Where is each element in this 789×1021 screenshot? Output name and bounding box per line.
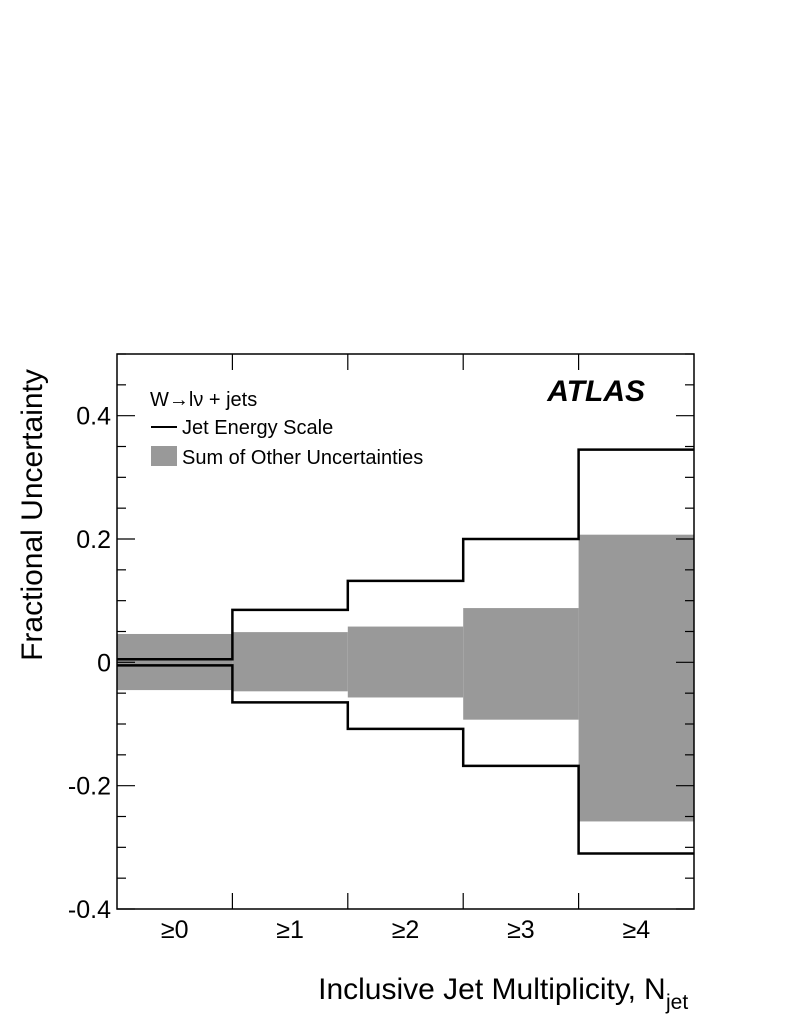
- plot-frame: [116, 353, 695, 910]
- x-tick-label: ≥0: [161, 916, 189, 944]
- other-uncertainty-band-2: [347, 626, 464, 698]
- x-tick-labels: ≥0 ≥1 ≥2 ≥3 ≥4: [161, 916, 650, 944]
- legend-other-label: Sum of Other Uncertainties: [182, 447, 423, 469]
- y-tick-label: 0: [97, 649, 111, 677]
- y-tick-label: -0.4: [68, 896, 111, 924]
- y-tick-label: -0.2: [68, 773, 111, 801]
- other-uncertainty-band-4: [578, 534, 694, 822]
- x-tick-label: ≥4: [622, 916, 650, 944]
- jes-upper-line: [117, 448, 694, 661]
- legend: W→lν + jets Jet Energy Scale Sum of Othe…: [150, 389, 423, 469]
- x-axis-title-symbol: N: [644, 973, 666, 1006]
- x-axis-title-subscript: jet: [665, 991, 688, 1014]
- x-axis-title: Inclusive Jet Multiplicity,: [318, 973, 636, 1006]
- y-tick-labels: -0.4 -0.2 0 0.2 0.4: [68, 403, 111, 924]
- other-uncertainty-band-0: [117, 633, 233, 691]
- legend-jes-label: Jet Energy Scale: [182, 417, 333, 439]
- jes-lines: [117, 448, 694, 855]
- legend-process-label: W→lν + jets: [150, 389, 257, 411]
- legend-other-swatch: [151, 446, 177, 466]
- jes-lower-line: [117, 664, 694, 855]
- y-axis-title: Fractional Uncertainty: [16, 369, 49, 661]
- x-tick-label: ≥2: [392, 916, 420, 944]
- y-tick-label: 0.4: [76, 403, 111, 431]
- uncertainty-bands: [117, 534, 694, 822]
- other-uncertainty-band-1: [232, 632, 348, 692]
- atlas-label: ATLAS: [546, 375, 645, 408]
- x-tick-label: ≥1: [276, 916, 304, 944]
- other-uncertainty-band-3: [463, 608, 579, 720]
- y-tick-label: 0.2: [76, 526, 111, 554]
- x-tick-label: ≥3: [507, 916, 535, 944]
